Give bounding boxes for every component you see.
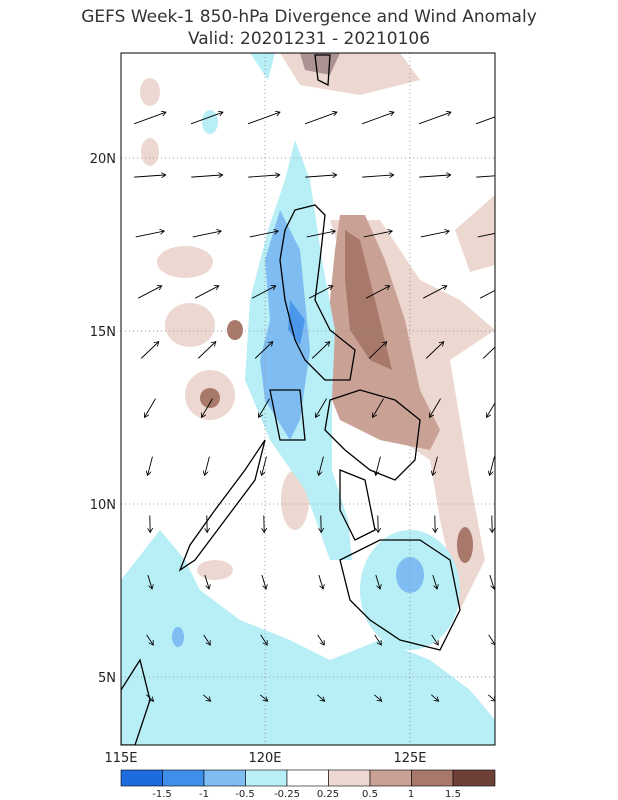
wind-arrow <box>319 456 324 476</box>
wind-arrow <box>372 398 384 418</box>
colorbar-label: 1 <box>408 789 414 800</box>
wind-arrow <box>317 694 324 701</box>
wind-arrow <box>374 634 382 645</box>
wind-arrow <box>248 175 279 177</box>
coastline <box>121 54 461 745</box>
wind-arrow <box>375 574 380 589</box>
wind-arrow <box>362 175 393 177</box>
colorbar-label: 1.5 <box>445 789 461 800</box>
wind-arrow <box>308 286 333 299</box>
wind-arrow <box>262 456 267 476</box>
wind-arrow <box>201 398 213 418</box>
wind-arrow <box>482 346 495 359</box>
map-frame <box>120 52 496 746</box>
wind-arrow <box>258 398 270 418</box>
wind-arrow <box>133 112 166 125</box>
wind-arrows <box>133 112 495 701</box>
wind-arrow <box>146 634 154 645</box>
wind-arrow <box>254 342 273 359</box>
wind-arrow <box>261 574 266 589</box>
wind-arrow <box>376 456 381 476</box>
axis-labels: 20N 15N 10N 5N 115E 120E 125E <box>90 152 427 766</box>
title: GEFS Week-1 850-hPa Divergence and Wind … <box>81 7 537 27</box>
wind-arrow <box>365 286 390 299</box>
wind-arrow <box>260 634 268 645</box>
wind-arrow <box>431 634 439 645</box>
wind-arrow <box>147 574 152 589</box>
wind-arrow <box>420 231 450 238</box>
wind-arrow <box>486 402 495 418</box>
wind-arrow <box>488 694 495 701</box>
wind-arrow <box>247 112 280 125</box>
wind-arrow <box>203 694 210 701</box>
wind-arrow <box>140 342 159 359</box>
wind-arrow <box>251 286 276 299</box>
wind-arrow <box>205 456 210 476</box>
lat-label: 5N <box>98 671 116 686</box>
wind-arrow <box>475 116 495 125</box>
wind-arrow <box>305 175 336 177</box>
colorbar-label: 0.25 <box>317 789 339 800</box>
wind-arrow <box>489 574 494 589</box>
wind-arrow <box>490 456 495 476</box>
lon-label: 125E <box>393 751 426 766</box>
wind-arrow <box>204 574 209 589</box>
wind-arrow <box>318 574 323 589</box>
wind-arrow <box>422 286 447 299</box>
wind-arrow <box>374 694 381 701</box>
wind-arrow <box>148 456 153 476</box>
wind-arrow <box>476 175 495 178</box>
colorbar-label: -1 <box>199 789 209 800</box>
wind-arrow <box>197 342 216 359</box>
colorbar <box>120 769 496 787</box>
grid <box>121 53 495 745</box>
wind-arrow <box>433 456 438 476</box>
wind-arrow <box>144 398 156 418</box>
wind-arrow <box>317 634 325 645</box>
wind-arrow <box>146 694 153 701</box>
wind-arrow <box>191 175 222 177</box>
wind-arrow <box>203 634 211 645</box>
wind-arrow <box>368 342 387 359</box>
wind-arrow <box>431 694 438 701</box>
colorbar-label: -0.5 <box>235 789 255 800</box>
wind-arrow <box>134 175 165 177</box>
wind-arrow <box>192 231 222 238</box>
wind-arrow <box>260 694 267 701</box>
subtitle: Valid: 20201231 - 20210106 <box>188 29 430 49</box>
wind-arrow <box>190 112 223 125</box>
wind-arrow <box>315 398 327 418</box>
colorbar-label: 0.5 <box>362 789 378 800</box>
lat-label: 10N <box>90 498 116 513</box>
wind-arrow <box>429 398 441 418</box>
colorbar-label: -1.5 <box>152 789 172 800</box>
colorbar-labels: -1.5 -1 -0.5 -0.25 0.25 0.5 1 1.5 <box>152 789 461 800</box>
wind-arrow <box>306 231 336 238</box>
lat-label: 20N <box>90 152 116 167</box>
wind-arrow <box>432 574 437 589</box>
lat-label: 15N <box>90 325 116 340</box>
wind-arrow <box>361 112 394 125</box>
wind-arrow <box>363 231 393 238</box>
wind-arrow <box>477 232 495 238</box>
colorbar-label: -0.25 <box>274 789 300 800</box>
shading <box>121 53 495 745</box>
wind-arrow <box>488 634 495 645</box>
wind-arrow <box>249 231 279 238</box>
wind-arrow <box>419 175 450 177</box>
wind-arrow <box>194 286 219 299</box>
wind-arrow <box>418 112 451 125</box>
lon-label: 115E <box>104 751 137 766</box>
wind-arrow <box>137 286 162 299</box>
lon-label: 120E <box>248 751 281 766</box>
wind-arrow <box>479 289 495 299</box>
wind-arrow <box>425 342 444 359</box>
wind-arrow <box>135 231 165 238</box>
wind-arrow <box>304 112 337 125</box>
wind-arrow <box>311 342 330 359</box>
